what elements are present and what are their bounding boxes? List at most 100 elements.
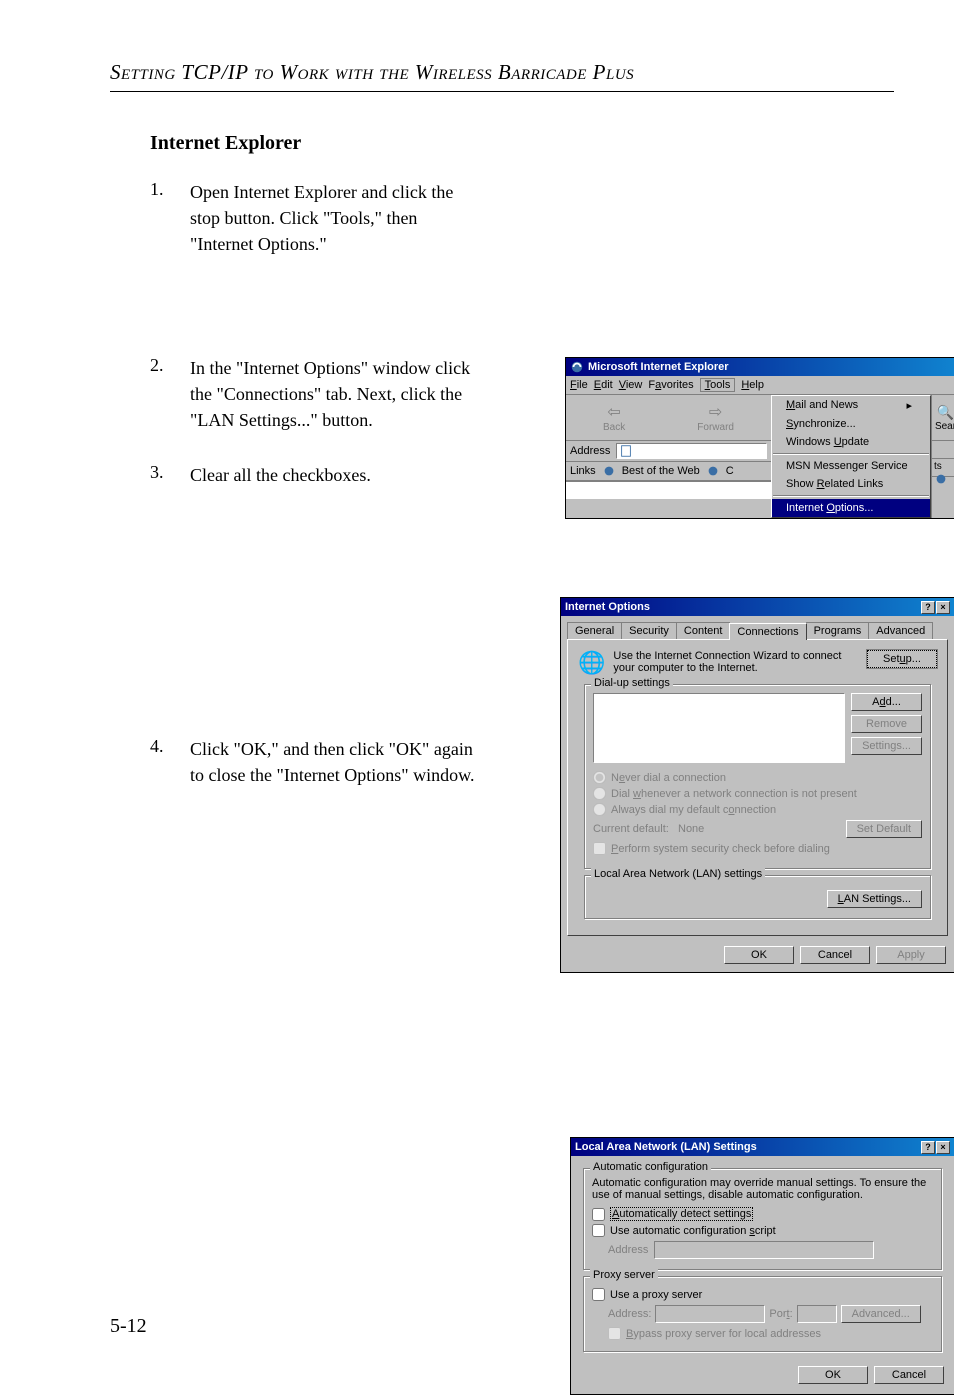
auto-config-desc: Automatic configuration may override man… <box>592 1177 933 1201</box>
lan-settings-button[interactable]: LAN Settings... <box>827 890 922 908</box>
ie-toolbar: ⇦ Back ⇨ Forward <box>566 395 771 441</box>
set-default-button: Set Default <box>846 820 922 838</box>
forward-icon[interactable]: ⇨ <box>697 402 734 422</box>
lan-title-text: Local Area Network (LAN) Settings <box>575 1141 757 1153</box>
menu-help[interactable]: Help <box>741 379 764 391</box>
close-button[interactable]: × <box>936 601 950 614</box>
page-icon <box>619 444 633 458</box>
menu-view[interactable]: View <box>619 379 643 391</box>
menu-tools[interactable]: Tools <box>700 378 736 392</box>
proxy-address-label: Address: <box>608 1308 651 1320</box>
tab-advanced[interactable]: Advanced <box>868 622 933 639</box>
step: 1. Open Internet Explorer and click the … <box>150 179 894 257</box>
settings-button: Settings... <box>851 737 922 755</box>
step-number: 3. <box>150 462 190 488</box>
step-text: Open Internet Explorer and click the sto… <box>190 179 480 257</box>
step-text: Clear all the checkboxes. <box>190 462 480 488</box>
tools-menu-dropdown: Mail and News▸ Synchronize... Windows Up… <box>771 395 931 518</box>
tab-connections[interactable]: Connections <box>729 623 806 640</box>
step-number: 2. <box>150 355 190 433</box>
menu-item-msn[interactable]: MSN Messenger Service <box>772 457 930 475</box>
lan-settings-dialog: Local Area Network (LAN) Settings ? × Au… <box>570 1137 954 1395</box>
back-label: Back <box>603 422 625 433</box>
remove-button: Remove <box>851 715 922 733</box>
back-icon[interactable]: ⇦ <box>603 402 625 422</box>
proxy-address-input <box>655 1305 765 1323</box>
add-button[interactable]: Add... <box>851 693 922 711</box>
section-heading: Internet Explorer <box>150 132 894 155</box>
address-label: Address <box>570 445 610 457</box>
ie-title-text: Microsoft Internet Explorer <box>588 361 729 373</box>
address-bar: Address <box>566 441 771 462</box>
ie-menubar: File Edit View Favorites Tools Help <box>566 376 954 395</box>
proxy-legend: Proxy server <box>590 1269 658 1281</box>
setup-button[interactable]: Setup... <box>867 650 937 668</box>
current-default-value: None <box>678 823 704 835</box>
menu-item-internet-options[interactable]: Internet Options... <box>772 499 930 517</box>
help-button[interactable]: ? <box>921 601 935 614</box>
radio-always-dial: Always dial my default connection <box>593 803 922 816</box>
menu-file[interactable]: File <box>570 379 588 391</box>
cancel-button[interactable]: Cancel <box>800 946 870 964</box>
advanced-button: Advanced... <box>841 1305 921 1323</box>
page-number: 5-12 <box>110 1315 147 1338</box>
tab-content[interactable]: Content <box>676 622 731 639</box>
script-address-input <box>654 1241 874 1259</box>
tab-programs[interactable]: Programs <box>806 622 870 639</box>
current-default-label: Current default: <box>593 823 669 835</box>
auto-config-fieldset: Automatic configuration Automatic config… <box>583 1168 942 1270</box>
check-bypass-proxy: Bypass proxy server for local addresses <box>608 1327 933 1340</box>
close-button[interactable]: × <box>936 1141 950 1154</box>
radio-never-dial: Never dial a connection <box>593 771 922 784</box>
search-label: Sear <box>935 421 954 432</box>
page-title: Setting TCP/IP to Work with the Wireless… <box>110 60 894 85</box>
content: 1. Open Internet Explorer and click the … <box>110 179 894 788</box>
link-icon <box>602 464 616 478</box>
proxy-fieldset: Proxy server Use a proxy server Address:… <box>583 1276 942 1352</box>
io-titlebar: Internet Options ? × <box>561 598 954 616</box>
ok-button[interactable]: OK <box>798 1366 868 1384</box>
script-address-label: Address <box>608 1244 648 1256</box>
proxy-port-label: Port: <box>769 1308 792 1320</box>
internet-options-dialog: Internet Options ? × General Security Co… <box>560 597 954 973</box>
check-perform-security: Perform system security check before dia… <box>593 842 922 855</box>
check-use-proxy[interactable]: Use a proxy server <box>592 1288 933 1301</box>
tab-security[interactable]: Security <box>621 622 677 639</box>
tab-general[interactable]: General <box>567 622 622 639</box>
menu-item-related[interactable]: Show Related Links <box>772 475 930 493</box>
ie-titlebar: Microsoft Internet Explorer <box>566 358 954 376</box>
ok-button[interactable]: OK <box>724 946 794 964</box>
lan-fieldset: Local Area Network (LAN) settings LAN Se… <box>584 875 931 919</box>
dialup-listbox[interactable] <box>593 693 845 763</box>
ie-logo-icon <box>570 360 584 374</box>
link-icon <box>706 464 720 478</box>
check-use-script[interactable]: Use automatic configuration script <box>592 1224 933 1237</box>
search-icon[interactable]: 🔍 <box>937 404 954 421</box>
help-button[interactable]: ? <box>921 1141 935 1154</box>
step-number: 4. <box>150 736 190 788</box>
lan-titlebar: Local Area Network (LAN) Settings ? × <box>571 1138 954 1156</box>
globe-icon: 🌐 <box>578 650 605 676</box>
lan-legend: Local Area Network (LAN) settings <box>591 868 765 880</box>
forward-label: Forward <box>697 422 734 433</box>
menu-favorites[interactable]: Favorites <box>648 379 693 391</box>
link-best-of-web[interactable]: Best of the Web <box>622 465 700 477</box>
step-number: 1. <box>150 179 190 257</box>
step-text: Click "OK," and then click "OK" again to… <box>190 736 480 788</box>
ie-window: Microsoft Internet Explorer File Edit Vi… <box>565 357 954 519</box>
io-tabstrip: General Security Content Connections Pro… <box>561 616 954 639</box>
menu-edit[interactable]: Edit <box>594 379 613 391</box>
link-partial[interactable]: C <box>726 465 734 477</box>
dialup-fieldset: Dial-up settings Add... Remove Settings.… <box>584 684 931 869</box>
title-rule <box>110 91 894 92</box>
check-auto-detect[interactable]: Automatically detect settings <box>592 1207 933 1221</box>
menu-item-update[interactable]: Windows Update <box>772 433 930 451</box>
menu-item-sync[interactable]: Synchronize... <box>772 415 930 433</box>
io-title-text: Internet Options <box>565 601 650 613</box>
cancel-button[interactable]: Cancel <box>874 1366 944 1384</box>
dialup-legend: Dial-up settings <box>591 677 673 689</box>
menu-item-mail[interactable]: Mail and News▸ <box>772 396 930 415</box>
proxy-port-input <box>797 1305 837 1323</box>
auto-config-legend: Automatic configuration <box>590 1161 711 1173</box>
io-tabpanel: 🌐 Use the Internet Connection Wizard to … <box>567 639 948 936</box>
